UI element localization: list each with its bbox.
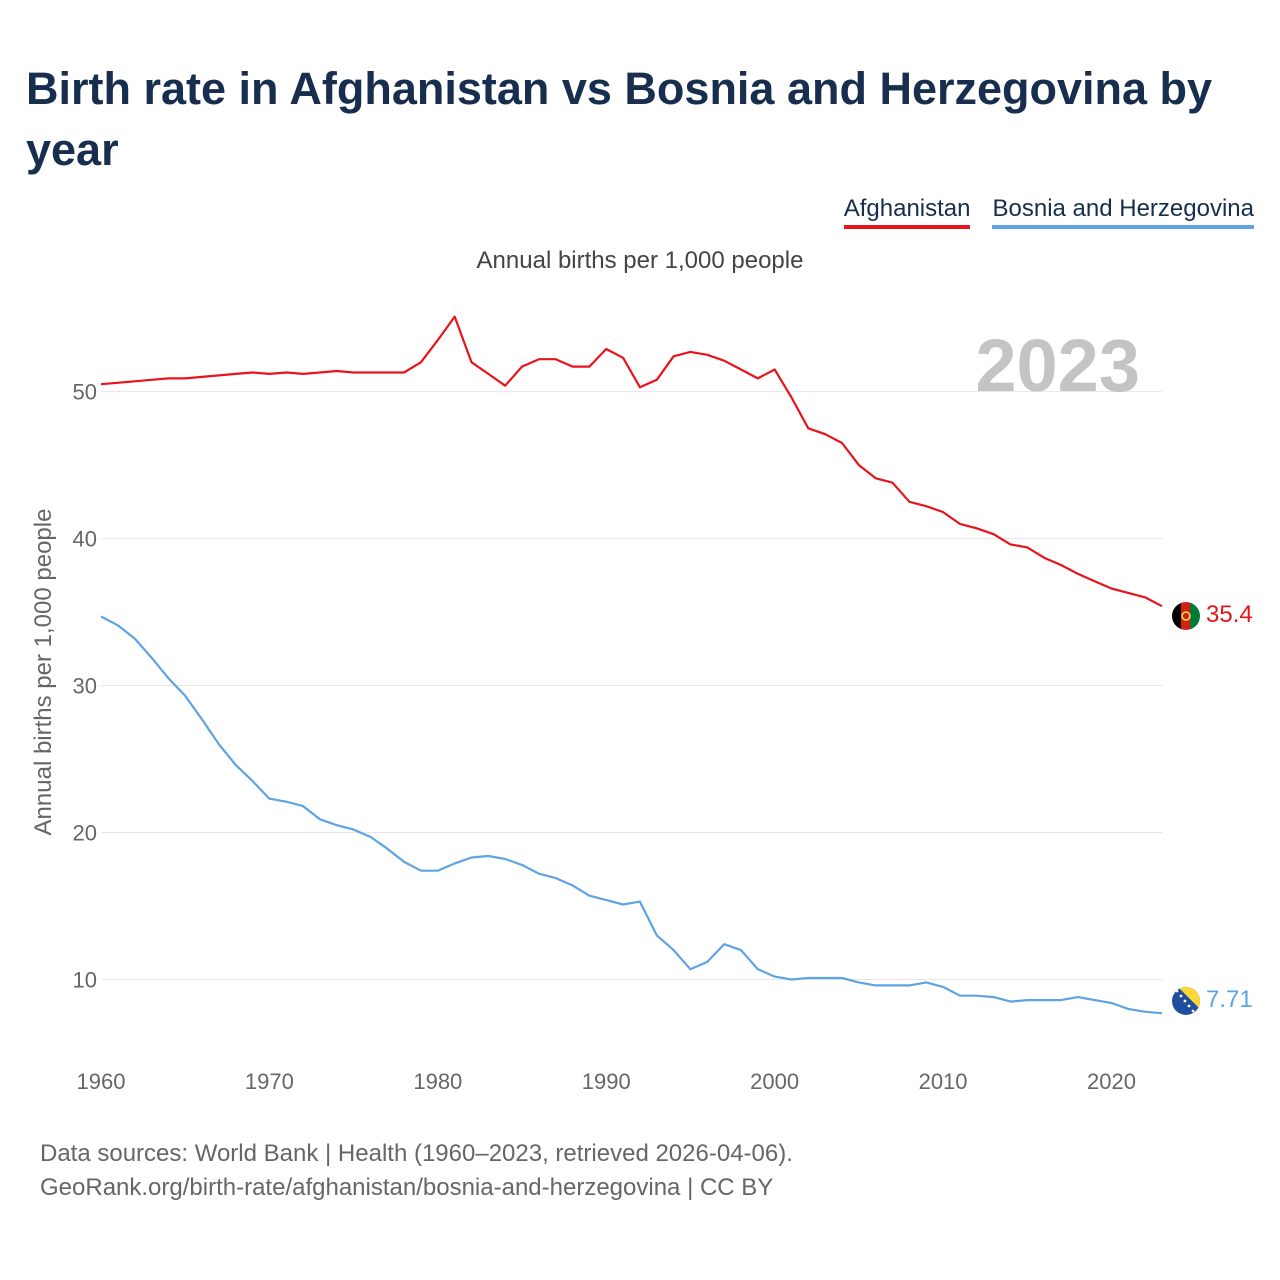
y-tick-label: 40 [73, 527, 97, 552]
afghanistan-flag-icon [1172, 602, 1200, 630]
x-tick-label: 2000 [750, 1069, 799, 1094]
y-tick-label: 20 [73, 821, 97, 846]
bosnia-flag-icon [1172, 987, 1200, 1015]
chart-title: Birth rate in Afghanistan vs Bosnia and … [26, 63, 1213, 175]
end-label-afghanistan: 35.4 [1206, 601, 1253, 628]
legend: Afghanistan Bosnia and Herzegovina [843, 195, 1254, 229]
y-tick-label: 50 [73, 380, 97, 405]
legend-item-bosnia-and-herzegovina[interactable]: Bosnia and Herzegovina [992, 195, 1254, 229]
y-axis-label: Annual births per 1,000 people [30, 509, 57, 836]
end-label-bosnia-and-herzegovina: 7.71 [1206, 986, 1253, 1013]
x-tick-label: 2020 [1087, 1069, 1136, 1094]
source-url[interactable]: GeoRank.org/birth-rate/afghanistan/bosni… [40, 1174, 774, 1201]
y-tick-label: 30 [73, 674, 97, 699]
line-chart: 2023 Annual births per 1,000 people 1960… [30, 315, 1253, 1094]
x-tick-label: 1970 [245, 1069, 294, 1094]
source-note: Data sources: World Bank | Health (1960–… [40, 1137, 793, 1205]
x-tick-label: 1990 [582, 1069, 631, 1094]
series-line-afghanistan[interactable] [100, 315, 1163, 608]
source-line-1: Data sources: World Bank | Health (1960–… [40, 1140, 793, 1167]
legend-item-afghanistan[interactable]: Afghanistan [843, 195, 971, 229]
y-tick-label: 10 [73, 968, 97, 993]
year-watermark: 2023 [975, 324, 1140, 407]
chart-subtitle: Annual births per 1,000 people [476, 247, 804, 274]
x-tick-label: 2010 [919, 1069, 968, 1094]
x-tick-label: 1980 [413, 1069, 462, 1094]
x-tick-label: 1960 [77, 1069, 126, 1094]
series-line-bosnia-and-herzegovina[interactable] [100, 615, 1163, 1015]
